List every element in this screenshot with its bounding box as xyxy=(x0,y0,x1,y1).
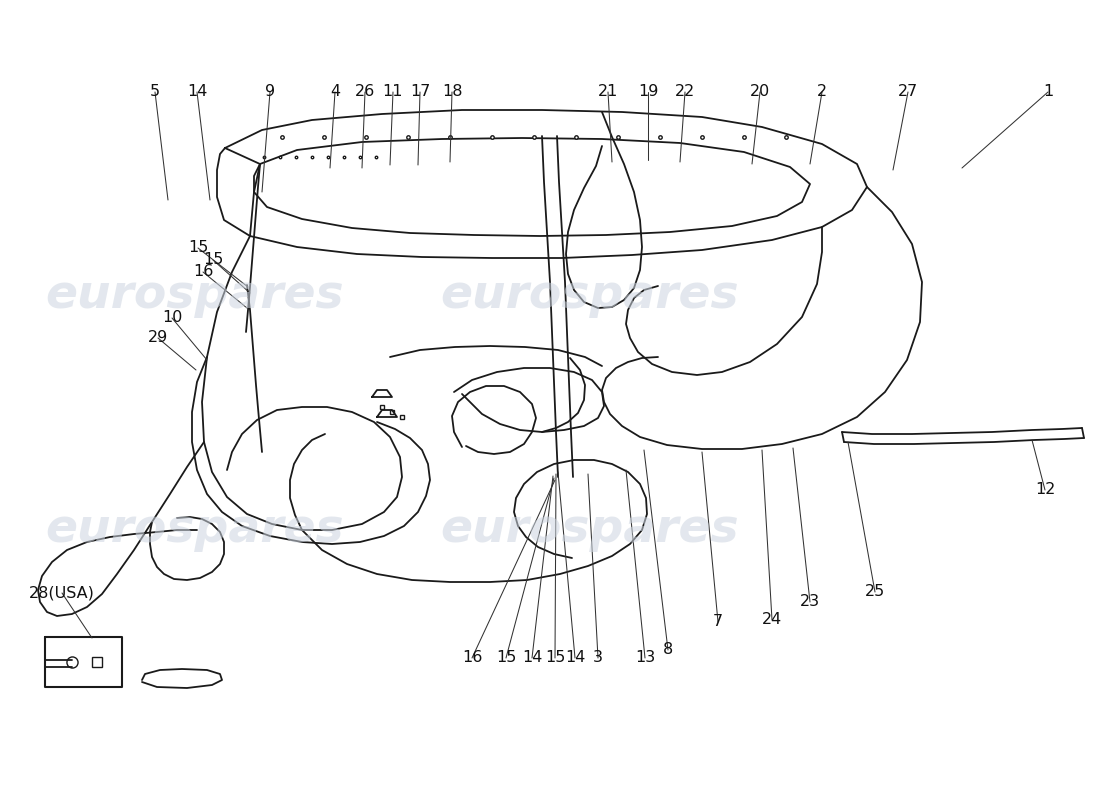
Text: 29: 29 xyxy=(147,330,168,346)
Text: 18: 18 xyxy=(442,85,462,99)
Text: 17: 17 xyxy=(410,85,430,99)
Text: 4: 4 xyxy=(330,85,340,99)
Text: 7: 7 xyxy=(713,614,723,630)
Text: 22: 22 xyxy=(675,85,695,99)
Text: 14: 14 xyxy=(564,650,585,666)
Text: 16: 16 xyxy=(462,650,482,666)
Text: 15: 15 xyxy=(188,241,208,255)
Text: 16: 16 xyxy=(192,265,213,279)
Text: 19: 19 xyxy=(638,85,658,99)
Text: 24: 24 xyxy=(762,613,782,627)
Text: 15: 15 xyxy=(496,650,516,666)
Text: 14: 14 xyxy=(521,650,542,666)
Text: 15: 15 xyxy=(544,650,565,666)
Text: 1: 1 xyxy=(1043,85,1053,99)
Text: eurospares: eurospares xyxy=(441,273,739,318)
Text: 3: 3 xyxy=(593,650,603,666)
Text: 8: 8 xyxy=(663,642,673,658)
Text: 20: 20 xyxy=(750,85,770,99)
Text: 27: 27 xyxy=(898,85,918,99)
Text: 5: 5 xyxy=(150,85,161,99)
Text: eurospares: eurospares xyxy=(441,507,739,553)
Text: 12: 12 xyxy=(1035,482,1055,498)
Text: 25: 25 xyxy=(865,585,886,599)
Text: 15: 15 xyxy=(202,253,223,267)
Text: 9: 9 xyxy=(265,85,275,99)
Text: 14: 14 xyxy=(187,85,207,99)
Text: eurospares: eurospares xyxy=(46,507,344,553)
Text: 10: 10 xyxy=(162,310,183,326)
Text: 13: 13 xyxy=(635,650,656,666)
Text: 11: 11 xyxy=(383,85,404,99)
Text: 2: 2 xyxy=(817,85,827,99)
Text: 23: 23 xyxy=(800,594,821,610)
Text: 21: 21 xyxy=(597,85,618,99)
Text: 28(USA): 28(USA) xyxy=(29,586,95,601)
Text: eurospares: eurospares xyxy=(46,273,344,318)
Text: 26: 26 xyxy=(355,85,375,99)
